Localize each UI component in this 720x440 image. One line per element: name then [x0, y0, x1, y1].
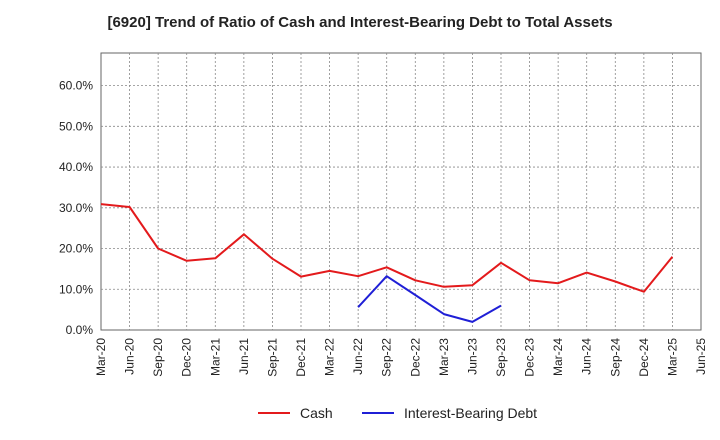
legend-label-interest-bearing-debt: Interest-Bearing Debt [404, 405, 538, 421]
y-tick-label: 50.0% [59, 119, 93, 133]
x-tick-label: Sep-22 [380, 338, 394, 377]
y-tick-label: 0.0% [66, 323, 94, 337]
series-line-interest-bearing-debt [357, 275, 502, 323]
x-tick-label: Jun-23 [465, 338, 479, 375]
legend-item-cash: Cash [258, 405, 333, 421]
x-tick-label: Mar-22 [323, 338, 337, 376]
series-line-cash [100, 203, 674, 293]
x-tick-label: Jun-20 [123, 338, 137, 375]
y-tick-label: 20.0% [59, 242, 93, 256]
x-tick-label: Sep-20 [151, 338, 165, 377]
x-tick-label: Sep-21 [265, 338, 279, 377]
x-tick-label: Jun-24 [580, 338, 594, 375]
y-tick-label: 10.0% [59, 282, 93, 296]
y-tick-label: 60.0% [59, 79, 93, 93]
x-tick-label: Dec-24 [637, 338, 651, 377]
x-tick-label: Jun-22 [351, 338, 365, 375]
legend-item-interest-bearing-debt: Interest-Bearing Debt [362, 405, 537, 421]
x-tick-label: Mar-21 [208, 338, 222, 376]
chart-title: [6920] Trend of Ratio of Cash and Intere… [107, 14, 613, 31]
x-tick-label: Sep-23 [494, 338, 508, 377]
x-tick-label: Dec-21 [294, 338, 308, 377]
y-tick-label: 30.0% [59, 201, 93, 215]
plot-area [100, 52, 702, 331]
y-tick-label: 40.0% [59, 160, 93, 174]
legend-label-cash: Cash [300, 405, 333, 421]
x-tick-label: Jun-21 [237, 338, 251, 375]
x-tick-label: Mar-25 [665, 338, 679, 376]
x-tick-label: Dec-22 [408, 338, 422, 377]
legend: Cash Interest-Bearing Debt [0, 405, 720, 425]
x-tick-label: Mar-20 [94, 338, 108, 376]
x-tick-label: Dec-20 [180, 338, 194, 377]
x-tick-label: Sep-24 [608, 338, 622, 377]
legend-swatch-interest-bearing-debt [362, 412, 394, 414]
x-tick-label: Dec-23 [523, 338, 537, 377]
x-tick-label: Mar-23 [437, 338, 451, 376]
x-tick-label: Jun-25 [694, 338, 708, 375]
x-tick-label: Mar-24 [551, 338, 565, 376]
legend-swatch-cash [258, 412, 290, 414]
